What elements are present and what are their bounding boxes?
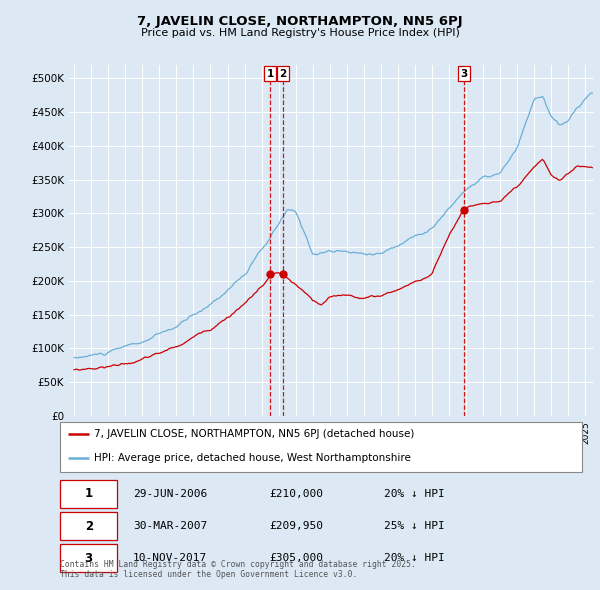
Text: 1: 1 bbox=[266, 68, 274, 78]
FancyBboxPatch shape bbox=[60, 512, 118, 540]
Text: £209,950: £209,950 bbox=[269, 521, 323, 531]
Text: 7, JAVELIN CLOSE, NORTHAMPTON, NN5 6PJ: 7, JAVELIN CLOSE, NORTHAMPTON, NN5 6PJ bbox=[137, 15, 463, 28]
Text: 30-MAR-2007: 30-MAR-2007 bbox=[133, 521, 208, 531]
Text: 20% ↓ HPI: 20% ↓ HPI bbox=[383, 553, 445, 563]
FancyBboxPatch shape bbox=[60, 422, 582, 472]
Text: 3: 3 bbox=[85, 552, 93, 565]
Text: 2: 2 bbox=[85, 520, 93, 533]
Text: 25% ↓ HPI: 25% ↓ HPI bbox=[383, 521, 445, 531]
Text: Price paid vs. HM Land Registry's House Price Index (HPI): Price paid vs. HM Land Registry's House … bbox=[140, 28, 460, 38]
FancyBboxPatch shape bbox=[60, 544, 118, 572]
Text: £305,000: £305,000 bbox=[269, 553, 323, 563]
Text: 20% ↓ HPI: 20% ↓ HPI bbox=[383, 489, 445, 499]
FancyBboxPatch shape bbox=[60, 480, 118, 508]
Text: 29-JUN-2006: 29-JUN-2006 bbox=[133, 489, 208, 499]
Text: 2: 2 bbox=[279, 68, 287, 78]
Text: £210,000: £210,000 bbox=[269, 489, 323, 499]
Text: HPI: Average price, detached house, West Northamptonshire: HPI: Average price, detached house, West… bbox=[94, 453, 411, 463]
Text: 7, JAVELIN CLOSE, NORTHAMPTON, NN5 6PJ (detached house): 7, JAVELIN CLOSE, NORTHAMPTON, NN5 6PJ (… bbox=[94, 429, 415, 439]
Text: 3: 3 bbox=[460, 68, 467, 78]
Text: 1: 1 bbox=[85, 487, 93, 500]
Text: Contains HM Land Registry data © Crown copyright and database right 2025.
This d: Contains HM Land Registry data © Crown c… bbox=[60, 560, 416, 579]
Text: 10-NOV-2017: 10-NOV-2017 bbox=[133, 553, 208, 563]
